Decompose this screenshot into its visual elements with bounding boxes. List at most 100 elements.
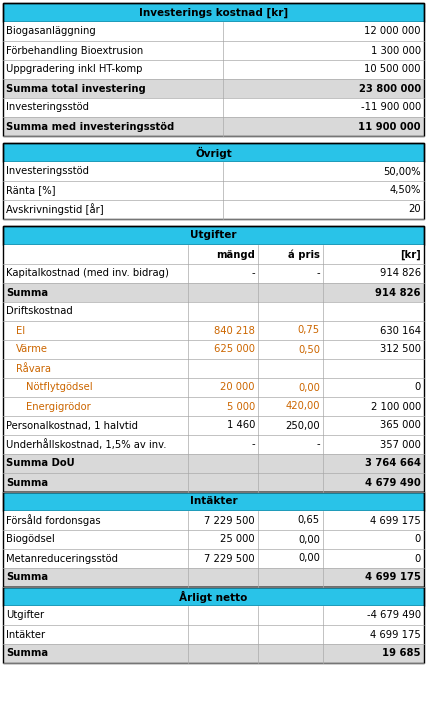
Text: Personalkostnad, 1 halvtid: Personalkostnad, 1 halvtid (6, 421, 138, 431)
Bar (3, 530, 423, 549)
Bar (3, 162, 423, 181)
Text: Summa med investeringsstöd: Summa med investeringsstöd (6, 121, 174, 131)
Text: 630 164: 630 164 (379, 326, 420, 336)
Bar (3, 378, 423, 397)
Text: 1 460: 1 460 (226, 421, 254, 431)
Text: Summa DoU: Summa DoU (6, 458, 75, 468)
Text: 365 000: 365 000 (379, 421, 420, 431)
Bar (3, 264, 423, 283)
Bar (3, 568, 423, 587)
Bar (3, 245, 423, 264)
Text: mängd: mängd (216, 249, 254, 259)
Text: 250,00: 250,00 (285, 421, 319, 431)
Bar (3, 473, 423, 492)
Text: Metanreduceringsstöd: Metanreduceringsstöd (6, 553, 118, 563)
Text: 5 000: 5 000 (226, 401, 254, 411)
Bar (3, 283, 423, 302)
Text: Investeringsstöd: Investeringsstöd (6, 103, 89, 113)
Text: 914 826: 914 826 (379, 268, 420, 278)
Text: Försåld fordonsgas: Försåld fordonsgas (6, 515, 101, 526)
Text: 23 800 000: 23 800 000 (358, 84, 420, 94)
Text: Avskrivningstid [år]: Avskrivningstid [år] (6, 203, 104, 216)
Text: á pris: á pris (288, 249, 319, 260)
Bar (3, 3, 423, 136)
Bar (3, 143, 423, 162)
Text: Uppgradering inkl HT-komp: Uppgradering inkl HT-komp (6, 64, 142, 74)
Text: -: - (251, 268, 254, 278)
Text: Intäkter: Intäkter (189, 496, 237, 506)
Text: 19 685: 19 685 (382, 648, 420, 658)
Text: 12 000 000: 12 000 000 (364, 26, 420, 36)
Text: Energigrödor: Energigrödor (26, 401, 91, 411)
Text: 0,75: 0,75 (297, 326, 319, 336)
Text: Biogasanläggning: Biogasanläggning (6, 26, 95, 36)
Text: 25 000: 25 000 (220, 535, 254, 545)
Bar (3, 454, 423, 473)
Text: 3 764 664: 3 764 664 (364, 458, 420, 468)
Text: Summa total investering: Summa total investering (6, 84, 145, 94)
Bar (3, 435, 423, 454)
Text: Investerings kostnad [kr]: Investerings kostnad [kr] (138, 7, 288, 18)
Bar (3, 492, 423, 587)
Bar (3, 606, 423, 625)
Text: Biogödsel: Biogödsel (6, 535, 55, 545)
Bar (3, 3, 423, 22)
Bar (3, 416, 423, 435)
Bar (3, 200, 423, 219)
Bar (3, 511, 423, 530)
Text: Kapitalkostnad (med inv. bidrag): Kapitalkostnad (med inv. bidrag) (6, 268, 168, 278)
Text: Förbehandling Bioextrusion: Förbehandling Bioextrusion (6, 46, 143, 56)
Text: 0: 0 (414, 383, 420, 393)
Text: 50,00%: 50,00% (383, 166, 420, 176)
Text: 4,50%: 4,50% (389, 186, 420, 196)
Text: 914 826: 914 826 (374, 288, 420, 298)
Text: 4 699 175: 4 699 175 (369, 630, 420, 640)
Text: 4 699 175: 4 699 175 (364, 573, 420, 583)
Text: 7 229 500: 7 229 500 (204, 553, 254, 563)
Text: [kr]: [kr] (399, 249, 420, 260)
Text: Summa: Summa (6, 573, 48, 583)
Text: 20 000: 20 000 (220, 383, 254, 393)
Text: 0,00: 0,00 (297, 383, 319, 393)
Text: 4 699 175: 4 699 175 (369, 516, 420, 526)
Bar (3, 181, 423, 200)
Text: Råvara: Råvara (16, 363, 51, 373)
Bar (3, 98, 423, 117)
Text: Utgifter: Utgifter (6, 610, 44, 620)
Text: Värme: Värme (16, 344, 48, 354)
Bar (3, 226, 423, 245)
Text: -4 679 490: -4 679 490 (366, 610, 420, 620)
Text: Intäkter: Intäkter (6, 630, 45, 640)
Bar (3, 397, 423, 416)
Bar (3, 340, 423, 359)
Text: Investeringsstöd: Investeringsstöd (6, 166, 89, 176)
Text: 625 000: 625 000 (213, 344, 254, 354)
Text: 20: 20 (407, 204, 420, 214)
Text: 11 900 000: 11 900 000 (358, 121, 420, 131)
Text: Ränta [%]: Ränta [%] (6, 186, 55, 196)
Bar (3, 625, 423, 644)
Text: Årligt netto: Årligt netto (179, 590, 247, 603)
Text: 420,00: 420,00 (285, 401, 319, 411)
Text: 10 500 000: 10 500 000 (364, 64, 420, 74)
Text: Summa: Summa (6, 288, 48, 298)
Bar (3, 117, 423, 136)
Bar (3, 60, 423, 79)
Text: 0,00: 0,00 (297, 535, 319, 545)
Text: El: El (16, 326, 25, 336)
Text: 0,50: 0,50 (297, 344, 319, 354)
Text: -: - (316, 268, 319, 278)
Bar (3, 79, 423, 98)
Text: Summa: Summa (6, 648, 48, 658)
Text: 0: 0 (414, 553, 420, 563)
Text: Underhållskostnad, 1,5% av inv.: Underhållskostnad, 1,5% av inv. (6, 439, 166, 450)
Text: 4 679 490: 4 679 490 (364, 478, 420, 488)
Text: 357 000: 357 000 (379, 440, 420, 450)
Text: 1 300 000: 1 300 000 (370, 46, 420, 56)
Bar (3, 22, 423, 41)
Text: Summa: Summa (6, 478, 48, 488)
Text: 312 500: 312 500 (379, 344, 420, 354)
Text: -11 900 000: -11 900 000 (360, 103, 420, 113)
Bar (3, 359, 423, 378)
Text: 7 229 500: 7 229 500 (204, 516, 254, 526)
